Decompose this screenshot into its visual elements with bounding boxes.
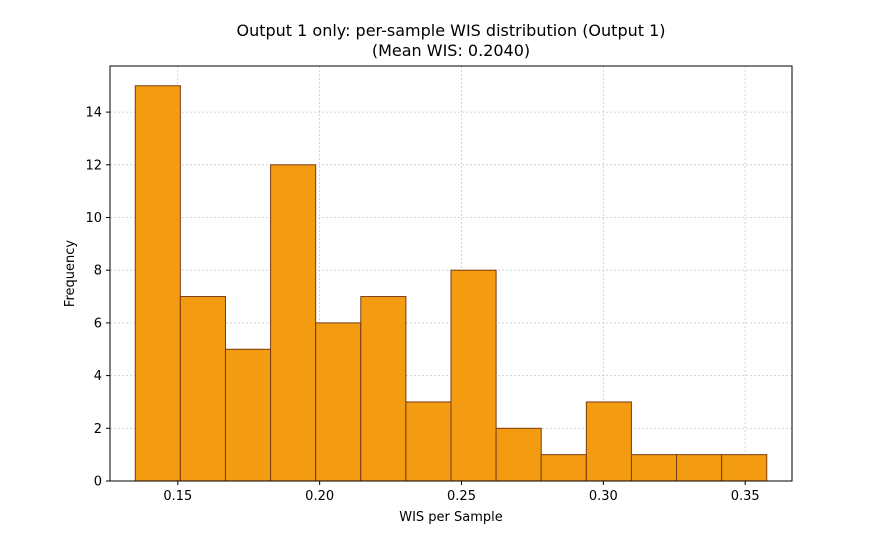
histogram-bar <box>360 296 407 482</box>
x-axis-label: WIS per Sample <box>399 510 503 525</box>
y-tick-label: 0 <box>94 475 102 490</box>
chart-title: Output 1 only: per-sample WIS distributi… <box>236 21 665 40</box>
histogram-bar <box>630 454 678 482</box>
histogram-bar <box>315 322 362 482</box>
y-tick-label: 8 <box>94 264 102 279</box>
y-axis-label: Frequency <box>63 240 78 307</box>
histogram-bar <box>224 348 272 482</box>
y-tick-label: 2 <box>94 422 102 437</box>
histogram-bar <box>450 269 497 482</box>
histogram-bar <box>721 454 768 482</box>
y-tick-label: 6 <box>94 316 102 331</box>
histogram-bar <box>676 454 723 482</box>
y-tick-label: 14 <box>85 106 102 121</box>
y-tick-label: 4 <box>94 369 102 384</box>
histogram-bar <box>585 401 632 482</box>
histogram-bar <box>495 427 542 482</box>
y-tick-label: 12 <box>85 158 102 173</box>
x-axis-ticks: 0.15 0.20 0.25 0.30 0.35 <box>163 481 760 504</box>
x-tick-label: 0.15 <box>163 489 192 504</box>
y-axis-ticks: 0 2 4 6 8 10 12 14 <box>85 106 110 490</box>
histogram-bar <box>540 454 587 482</box>
histogram-bar <box>270 164 317 482</box>
histogram-bar <box>134 85 181 482</box>
histogram-bar <box>405 401 452 482</box>
x-tick-label: 0.35 <box>731 489 760 504</box>
y-tick-label: 10 <box>85 211 102 226</box>
chart-subtitle: (Mean WIS: 0.2040) <box>372 41 530 60</box>
x-tick-label: 0.30 <box>589 489 618 504</box>
plot-frame <box>109 65 793 482</box>
x-tick-label: 0.25 <box>447 489 476 504</box>
x-tick-label: 0.20 <box>305 489 334 504</box>
histogram-bar <box>179 296 226 482</box>
